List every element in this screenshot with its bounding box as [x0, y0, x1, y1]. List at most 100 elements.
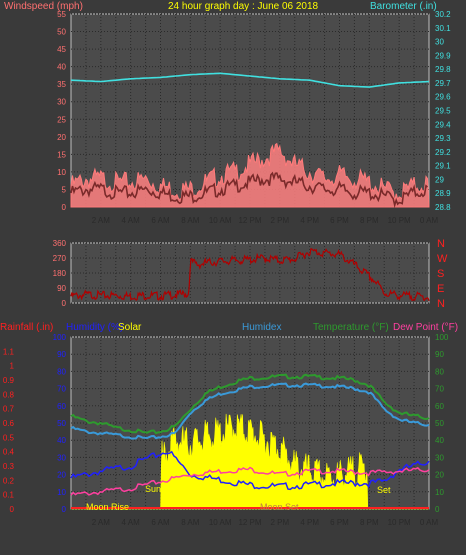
temperature-tick-label: 100 — [435, 333, 449, 342]
temperature-axis-title: Temperature (°F) — [313, 322, 389, 333]
barometer-tick-label: 29 — [435, 175, 444, 184]
x-tick-label: 2 AM — [92, 216, 111, 225]
temperature-tick-label: 30 — [435, 453, 444, 462]
rainfall-tick-label: 0.4 — [3, 448, 15, 457]
barometer-tick-label: 28.9 — [435, 189, 451, 198]
temperature-tick-label: 0 — [435, 505, 440, 514]
x-tick-label: 6 AM — [151, 216, 170, 225]
direction-tick-label: 0 — [62, 299, 67, 308]
direction-tick-label: 90 — [57, 284, 66, 293]
rainfall-axis-title: Rainfall (.in) — [0, 322, 53, 333]
windspeed-tick-label: 55 — [57, 10, 66, 19]
moonset-annotation: Moon Set — [260, 502, 299, 512]
direction-tick-label: 180 — [53, 269, 67, 278]
temperature-tick-label: 90 — [435, 350, 444, 359]
humidity-tick-label: 0 — [62, 505, 67, 514]
temperature-series-line — [70, 373, 430, 435]
humidity-tick-label: 30 — [57, 453, 66, 462]
temperature-tick-label: 70 — [435, 385, 444, 394]
compass-label: N — [437, 238, 445, 250]
direction-series — [70, 248, 430, 302]
temperature-tick-label: 40 — [435, 436, 444, 445]
windspeed-tick-label: 5 — [62, 185, 67, 194]
x-tick-label: 12 PM — [238, 216, 261, 225]
x-tick-label: 4 AM — [122, 216, 141, 225]
moonrise-annotation: Moon Rise — [86, 502, 129, 512]
wind-grid — [71, 13, 429, 208]
rainfall-tick-label: 0.1 — [3, 491, 15, 500]
sunrise-annotation: Sun — [145, 484, 161, 494]
windspeed-tick-label: 40 — [57, 63, 66, 72]
dewpoint-series-line — [70, 466, 430, 496]
x-tick-label: 10 PM — [388, 518, 411, 527]
dewpoint-axis-title: Dew Point (°F) — [393, 322, 458, 333]
chart-title: 24 hour graph day : June 06 2018 — [168, 1, 319, 12]
windspeed-tick-label: 25 — [57, 115, 66, 124]
rainfall-tick-label: 0.8 — [3, 390, 15, 399]
windspeed-tick-label: 30 — [57, 98, 66, 107]
x-tick-label: 0 AM — [420, 518, 439, 527]
barometer-tick-label: 28.8 — [435, 203, 451, 212]
humidity-tick-label: 70 — [57, 385, 66, 394]
humidex-series-line — [70, 382, 430, 440]
rainfall-tick-label: 0.2 — [3, 476, 15, 485]
humidity-tick-label: 10 — [57, 488, 66, 497]
humidex-axis-title: Humidex — [242, 322, 281, 333]
barometer-tick-label: 29.7 — [435, 79, 451, 88]
windspeed-series-line — [70, 171, 428, 209]
direction-tick-labels: 0 90 180 270 360 — [53, 239, 67, 308]
rainfall-tick-label: 1 — [10, 362, 15, 371]
barometer-tick-label: 29.5 — [435, 107, 451, 116]
temperature-tick-label: 60 — [435, 402, 444, 411]
windspeed-tick-label: 10 — [57, 168, 66, 177]
x-tick-label: 2 PM — [270, 216, 289, 225]
temperature-tick-label: 80 — [435, 367, 444, 376]
direction-tick-label: 270 — [53, 254, 67, 263]
barometer-tick-labels: 28.8 28.9 29 29.1 29.2 29.3 29.4 29.5 29.6 29.7 29… — [435, 10, 451, 212]
wind-x-tick-labels: 2 AM 4 AM 6 AM 8 AM 10 AM 12 PM 2 PM 4 PM 6 PM 8 … — [92, 216, 439, 225]
x-tick-label: 4 PM — [300, 216, 319, 225]
temperature-tick-label: 10 — [435, 488, 444, 497]
windspeed-tick-label: 35 — [57, 80, 66, 89]
sunset-annotation: Set — [377, 485, 391, 495]
rainfall-tick-label: 0.3 — [3, 462, 15, 471]
rainfall-tick-label: 0.9 — [3, 376, 15, 385]
barometer-tick-label: 29.6 — [435, 93, 451, 102]
humidity-series-line — [70, 450, 430, 491]
x-tick-label: 12 PM — [238, 518, 261, 527]
rainfall-tick-label: 0.7 — [3, 405, 15, 414]
x-tick-label: 2 AM — [92, 518, 111, 527]
humidity-tick-label: 20 — [57, 471, 66, 480]
barometer-tick-label: 30.1 — [435, 24, 451, 33]
compass-label: S — [437, 268, 444, 280]
windspeed-tick-label: 20 — [57, 133, 66, 142]
x-tick-label: 2 PM — [270, 518, 289, 527]
barometer-series-line — [70, 72, 430, 88]
rainfall-tick-label: 0.6 — [3, 419, 15, 428]
humidity-axis-title: Humidity (%) — [66, 322, 123, 333]
barometer-tick-label: 30 — [435, 38, 444, 47]
x-tick-label: 6 AM — [151, 518, 170, 527]
humidity-tick-label: 90 — [57, 350, 66, 359]
humidity-tick-label: 100 — [53, 333, 67, 342]
humidity-tick-label: 60 — [57, 402, 66, 411]
humidity-tick-label: 50 — [57, 419, 66, 428]
temperature-tick-label: 20 — [435, 471, 444, 480]
barometer-tick-label: 29.2 — [435, 148, 451, 157]
solar-axis-title: Solar — [118, 322, 142, 333]
x-tick-label: 8 AM — [181, 216, 200, 225]
x-tick-label: 6 PM — [330, 216, 349, 225]
barometer-axis-title: Barometer (.in) — [370, 1, 437, 12]
x-tick-label: 0 AM — [420, 216, 439, 225]
rainfall-tick-labels: 0 0.1 0.2 0.3 0.4 0.5 0.6 0.7 0.8 0.9 1 1.1 — [3, 347, 15, 514]
humidity-tick-label: 80 — [57, 367, 66, 376]
barometer-tick-label: 30.2 — [435, 10, 451, 19]
x-tick-label: 6 PM — [330, 518, 349, 527]
rainfall-tick-label: 0.5 — [3, 433, 15, 442]
barometer-tick-label: 29.9 — [435, 51, 451, 60]
barometer-tick-label: 29.4 — [435, 120, 451, 129]
wind-series — [70, 72, 430, 209]
